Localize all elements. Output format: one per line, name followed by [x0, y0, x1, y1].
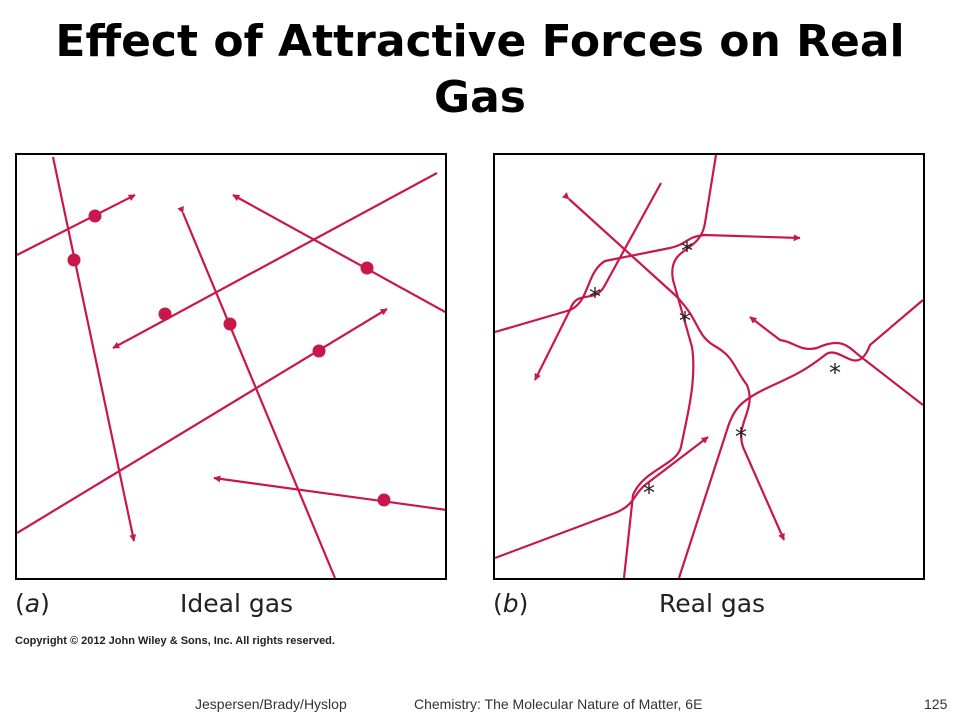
- panel-a-label: (a): [15, 589, 50, 618]
- gas-molecule: [88, 209, 102, 223]
- molecule-path-1: [17, 194, 136, 256]
- attraction-marker: *: [735, 423, 747, 451]
- attraction-marker: *: [679, 307, 691, 335]
- attraction-marker: *: [829, 359, 841, 387]
- molecule-path-2: [51, 156, 137, 542]
- ideal-gas-diagram: [17, 156, 445, 578]
- gas-molecule: [67, 253, 81, 267]
- real-gas-panel: * * * * * *: [493, 153, 925, 580]
- molecule-path-3: [177, 205, 337, 578]
- molecule-path-2: [534, 182, 662, 381]
- panel-a-letter: a: [24, 589, 41, 618]
- panel-a-caption: Ideal gas: [180, 589, 294, 618]
- molecule-path-4: [561, 192, 786, 541]
- slide-title-line-1: Effect of Attractive Forces on Real: [55, 16, 905, 67]
- molecule-path-7: [749, 316, 923, 406]
- ideal-gas-panel: [15, 153, 447, 580]
- slide-title-line-2: Gas: [434, 72, 526, 123]
- real-gas-diagram: * * * * * *: [495, 155, 923, 578]
- footer-authors: Jespersen/Brady/Hyslop: [195, 696, 347, 712]
- footer-book-title: Chemistry: The Molecular Nature of Matte…: [414, 696, 703, 712]
- gas-molecule: [360, 261, 374, 275]
- attraction-marker: *: [589, 283, 601, 311]
- molecule-path-5: [495, 436, 709, 560]
- panel-b-label: (b): [493, 589, 529, 618]
- attraction-marker: *: [681, 237, 693, 265]
- molecule-path-6: [17, 308, 388, 534]
- gas-molecule: [312, 344, 326, 358]
- gas-molecule: [158, 307, 172, 321]
- gas-molecule: [223, 317, 237, 331]
- molecule-path-6: [677, 299, 923, 578]
- copyright-notice: Copyright © 2012 John Wiley & Sons, Inc.…: [15, 635, 335, 647]
- molecule-path-4: [112, 172, 438, 349]
- page-number: 125: [924, 696, 948, 712]
- panel-b-letter: b: [502, 589, 519, 618]
- attraction-marker: *: [643, 479, 655, 507]
- molecule-path-7: [213, 475, 445, 511]
- molecule-path-1: [495, 233, 801, 334]
- molecule-path-3: [622, 155, 718, 578]
- gas-molecule: [377, 493, 391, 507]
- slide-title: Effect of Attractive Forces on Real Gas: [40, 14, 920, 126]
- panel-b-caption: Real gas: [659, 589, 766, 618]
- molecule-path-5: [232, 194, 445, 314]
